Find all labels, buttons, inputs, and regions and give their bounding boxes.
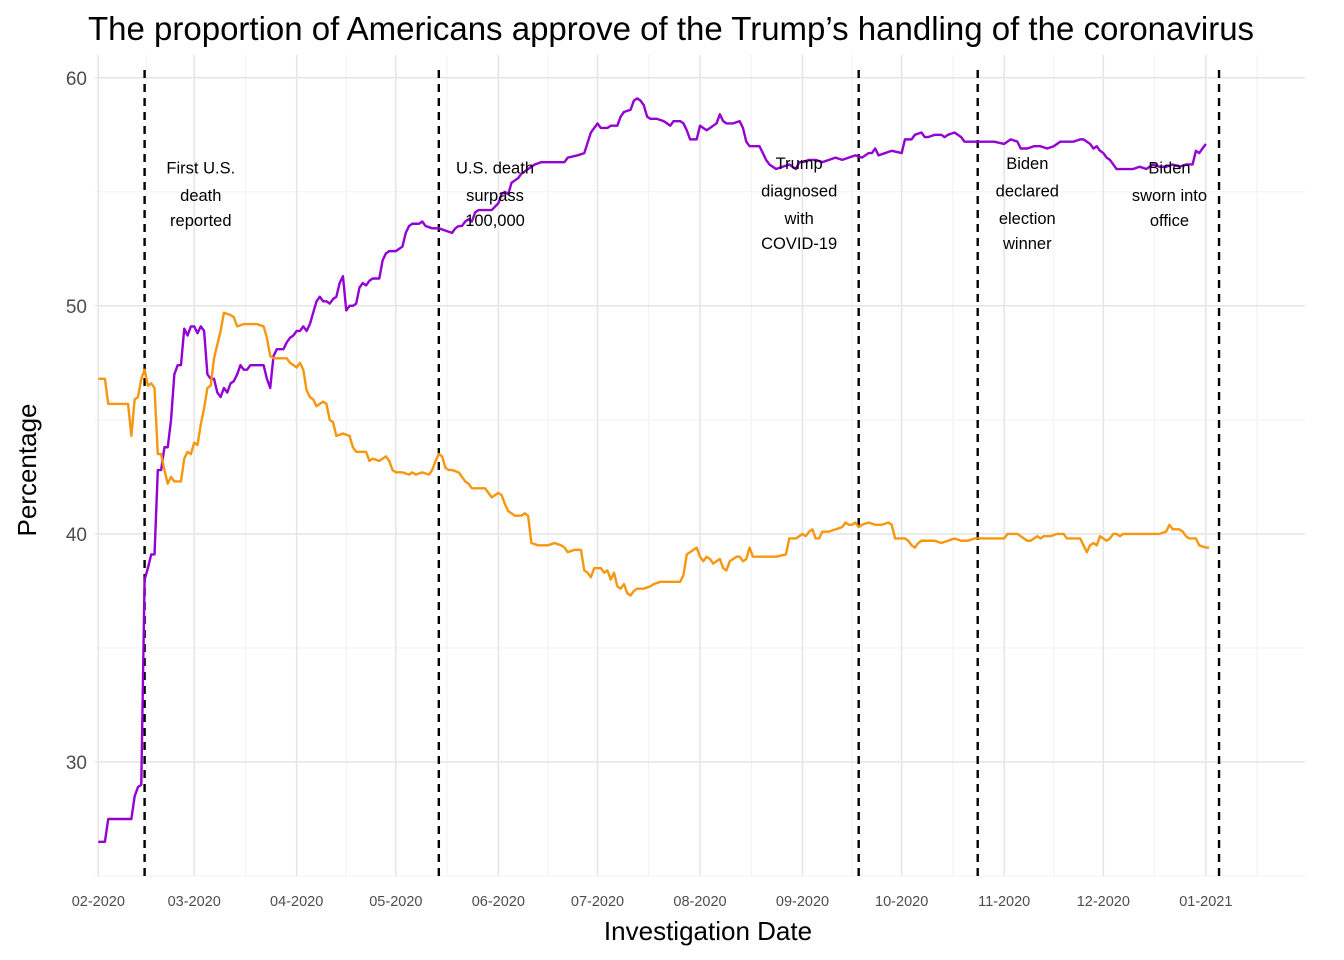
event-label-line: election [999, 210, 1056, 228]
event-label-line: diagnosed [761, 182, 837, 200]
x-axis-title: Investigation Date [604, 916, 812, 946]
event-label-line: COVID-19 [761, 235, 837, 253]
event-label: Biden declared election winner [996, 155, 1059, 253]
x-axis-ticks: 02-2020 03-2020 04-2020 05-2020 06-2020 07-20… [72, 894, 1233, 910]
y-tick-label: 30 [66, 753, 87, 774]
y-tick-label: 50 [66, 297, 87, 318]
chart-title: The proportion of Americans approve of t… [88, 10, 1254, 47]
event-label: First U.S. death reported [166, 160, 235, 230]
event-label-line: winner [1002, 235, 1052, 253]
x-tick-label: 02-2020 [72, 894, 125, 910]
event-label-line: office [1150, 212, 1189, 230]
x-tick-label: 08-2020 [673, 894, 726, 910]
event-label-line: death [180, 187, 221, 205]
event-label: Trump diagnosed with COVID-19 [761, 155, 837, 253]
x-tick-label: 01-2021 [1179, 894, 1232, 910]
event-label: Biden sworn into office [1132, 160, 1207, 230]
event-label-line: U.S. death [456, 160, 534, 178]
series-line-1 [98, 97, 1207, 843]
x-tick-label: 06-2020 [472, 894, 525, 910]
event-label: U.S. death surpass 100,000 [456, 160, 534, 230]
event-label-line: 100,000 [465, 212, 525, 230]
event-label-line: declared [996, 182, 1059, 200]
event-label-line: surpass [466, 187, 524, 205]
grid-lines [95, 55, 1305, 877]
x-tick-label: 11-2020 [978, 894, 1030, 910]
x-tick-label: 05-2020 [369, 894, 422, 910]
x-tick-label: 10-2020 [875, 894, 928, 910]
x-tick-label: 09-2020 [776, 894, 829, 910]
y-tick-label: 40 [66, 525, 87, 546]
event-annotations: First U.S. death reported U.S. death surpass… [166, 155, 1207, 253]
event-label-line: First U.S. [166, 160, 235, 178]
event-label-line: Trump [776, 155, 823, 173]
y-axis-title: Percentage [12, 404, 42, 537]
x-tick-label: 03-2020 [168, 894, 221, 910]
event-label-line: sworn into [1132, 187, 1207, 205]
x-tick-label: 12-2020 [1077, 894, 1130, 910]
x-tick-label: 07-2020 [571, 894, 624, 910]
series-line-2 [98, 311, 1210, 597]
y-tick-label: 60 [66, 69, 87, 90]
event-label-line: with [784, 210, 814, 228]
y-axis-ticks: 30 40 50 60 [66, 69, 87, 774]
event-label-line: Biden [1006, 155, 1048, 173]
event-label-line: Biden [1148, 160, 1190, 178]
x-tick-label: 04-2020 [270, 894, 323, 910]
series-group [98, 97, 1210, 843]
event-label-line: reported [170, 212, 231, 230]
